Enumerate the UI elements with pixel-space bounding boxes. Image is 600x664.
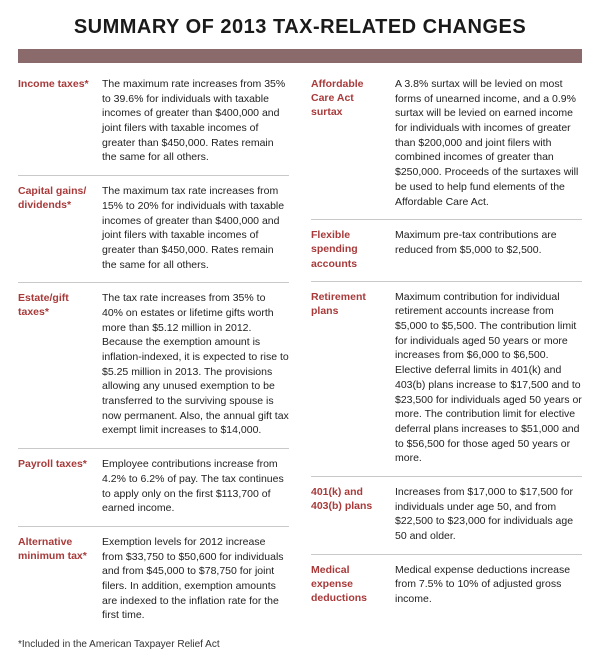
section-label: Alternative minimum tax* <box>18 535 94 623</box>
section-label: 401(k) and 403(b) plans <box>311 485 387 544</box>
section-label: Capital gains/ dividends* <box>18 184 94 272</box>
section-right-3: 401(k) and 403(b) plansIncreases from $1… <box>311 476 582 554</box>
column-right: Affordable Care Act surtaxA 3.8% surtax … <box>311 77 582 633</box>
section-right-4: Medical expense deductionsMedical expens… <box>311 554 582 617</box>
section-desc: Exemption levels for 2012 increase from … <box>102 535 289 623</box>
section-label: Estate/gift taxes* <box>18 291 94 438</box>
section-desc: Employee contributions increase from 4.2… <box>102 457 289 516</box>
section-label: Medical expense deductions <box>311 563 387 607</box>
section-left-2: Estate/gift taxes*The tax rate increases… <box>18 282 289 448</box>
section-label: Retirement plans <box>311 290 387 466</box>
column-left: Income taxes*The maximum rate increases … <box>18 77 289 633</box>
section-desc: A 3.8% surtax will be levied on most for… <box>395 77 582 209</box>
section-desc: The maximum tax rate increases from 15% … <box>102 184 289 272</box>
section-right-0: Affordable Care Act surtaxA 3.8% surtax … <box>311 77 582 219</box>
header-bar <box>18 49 582 63</box>
section-right-1: Flexible spending accountsMaximum pre-ta… <box>311 219 582 281</box>
section-desc: Maximum pre-tax contributions are reduce… <box>395 228 582 271</box>
section-desc: The maximum rate increases from 35% to 3… <box>102 77 289 165</box>
section-right-2: Retirement plansMaximum contribution for… <box>311 281 582 476</box>
section-label: Income taxes* <box>18 77 94 165</box>
section-label: Payroll taxes* <box>18 457 94 516</box>
footnote: *Included in the American Taxpayer Relie… <box>18 639 582 650</box>
section-desc: Medical expense deductions increase from… <box>395 563 582 607</box>
content-columns: Income taxes*The maximum rate increases … <box>18 77 582 633</box>
section-left-3: Payroll taxes*Employee contributions inc… <box>18 448 289 526</box>
section-left-4: Alternative minimum tax*Exemption levels… <box>18 526 289 633</box>
section-left-1: Capital gains/ dividends*The maximum tax… <box>18 175 289 282</box>
section-left-0: Income taxes*The maximum rate increases … <box>18 77 289 175</box>
section-label: Flexible spending accounts <box>311 228 387 271</box>
page-title: SUMMARY OF 2013 TAX-RELATED CHANGES <box>18 10 582 49</box>
section-desc: The tax rate increases from 35% to 40% o… <box>102 291 289 438</box>
section-desc: Maximum contribution for individual reti… <box>395 290 582 466</box>
section-label: Affordable Care Act surtax <box>311 77 387 209</box>
section-desc: Increases from $17,000 to $17,500 for in… <box>395 485 582 544</box>
